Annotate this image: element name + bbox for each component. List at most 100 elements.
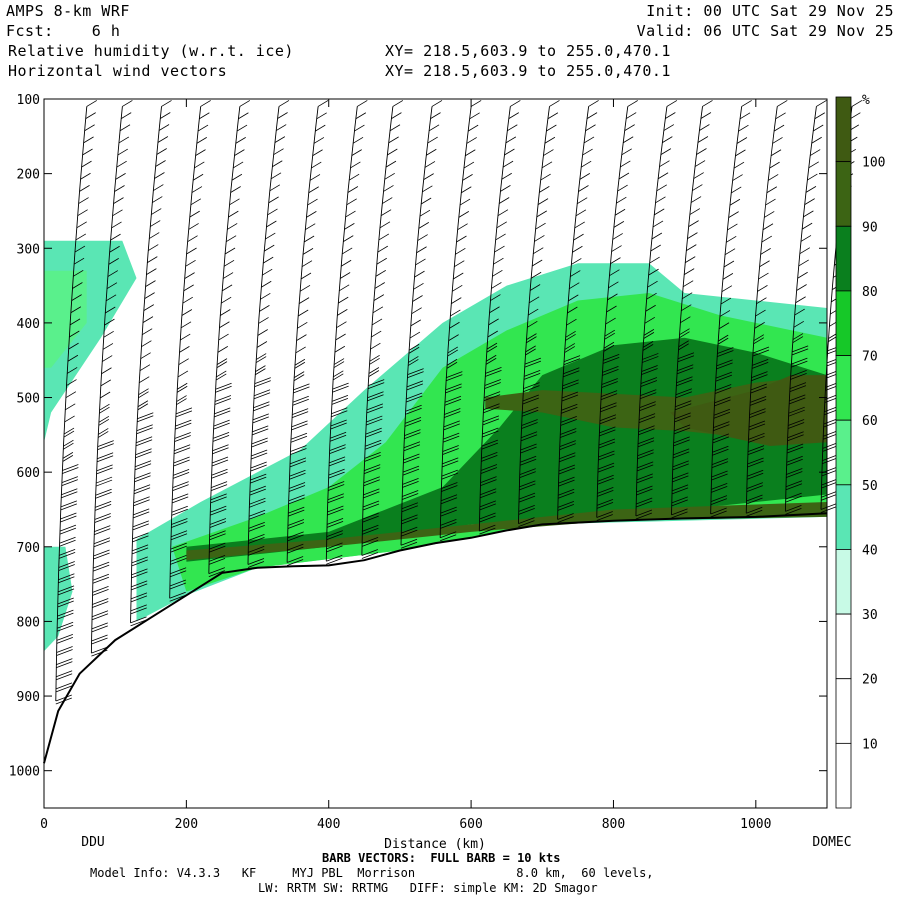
barb-flag (456, 235, 467, 243)
colorbar-swatch (835, 484, 852, 550)
barb-flag (692, 184, 703, 191)
barb-flag (219, 321, 230, 329)
barb-flag (274, 136, 286, 143)
barb-flag (170, 555, 187, 562)
barb-flag (357, 100, 368, 107)
barb-flag (558, 479, 575, 487)
barb-flag (575, 209, 587, 217)
barb-flag (635, 512, 653, 520)
barb-flag (643, 332, 655, 339)
barb-flag (814, 112, 825, 120)
barb-flag (197, 124, 209, 132)
barb-flag (405, 404, 422, 412)
barb-flag (61, 476, 78, 483)
barb-flag (70, 306, 82, 314)
barb-flag (161, 100, 172, 107)
barb-flag (228, 210, 239, 218)
barb-flag (451, 297, 462, 304)
barb-flag (338, 296, 349, 304)
barb-flag (344, 223, 355, 230)
barb-flag (597, 462, 615, 470)
barb-flag (447, 346, 459, 354)
barb-flag (723, 260, 735, 268)
y-tick-label: 1000 (9, 765, 40, 780)
barb-flag (482, 415, 500, 423)
barb-column-0 (55, 100, 98, 705)
barb-flag (340, 259, 352, 267)
barb-flag (137, 412, 154, 420)
barb-flag (289, 472, 306, 480)
barb-flag (773, 124, 785, 132)
barb-flag (671, 484, 689, 492)
barb-flag (672, 472, 689, 480)
barb-flag (683, 268, 695, 275)
barb-flag (135, 436, 153, 444)
barb-flag (411, 307, 422, 315)
barb-flag (105, 294, 117, 302)
barb-flag (97, 443, 114, 450)
barb-flag (296, 334, 307, 341)
barb-flag (101, 355, 113, 362)
barb-flag (491, 282, 502, 289)
barb-flag (313, 137, 325, 144)
barb-flag (189, 210, 200, 218)
barb-flag (681, 304, 692, 312)
barb-flag (403, 453, 420, 461)
barb-flag (640, 392, 657, 399)
barb-flag (453, 272, 464, 280)
barb-flag (294, 358, 306, 366)
barb-flag (674, 415, 691, 423)
barb-flag (331, 395, 349, 402)
barb-flag (59, 536, 76, 544)
barb-flag (677, 364, 694, 372)
barb-flag (676, 379, 693, 387)
barb-flag (273, 148, 284, 156)
barb-flag (176, 398, 187, 405)
barb-flag (788, 409, 805, 417)
barb-flag (639, 404, 656, 411)
barb-flag (403, 441, 421, 449)
barb-flag (528, 296, 540, 304)
barb-flag (222, 272, 234, 279)
barb-flag (789, 394, 806, 402)
barb-flag (682, 280, 694, 288)
barb-flag (253, 401, 270, 409)
barb-flag (659, 160, 670, 168)
barb-flag (804, 198, 815, 205)
barb-flag (258, 317, 269, 324)
barb-flag (765, 198, 776, 206)
barb-flag (365, 439, 382, 447)
barb-flag (675, 388, 693, 396)
barb-flag (216, 370, 227, 378)
barb-flag (417, 234, 428, 241)
barb-flag (338, 284, 350, 292)
barb-flag (440, 494, 458, 502)
barb-flag (255, 353, 267, 360)
xy-range-1: XY= 218.5,603.9 to 255.0,470.1 (385, 42, 671, 60)
barb-flag (375, 270, 386, 277)
barb-flag (785, 507, 802, 515)
barb-flag (98, 415, 110, 423)
barb-flag (212, 444, 229, 452)
barb-flag (583, 136, 595, 144)
barb-flag (57, 609, 74, 617)
barb-flag (346, 198, 357, 206)
barb-flag (406, 392, 423, 400)
barb-flag (679, 328, 690, 336)
barb-flag (811, 136, 822, 144)
barb-flag (151, 208, 162, 215)
barb-flag (81, 160, 92, 168)
barb-flag (326, 554, 343, 562)
barb-flag (599, 429, 616, 437)
barb-flag (805, 186, 817, 193)
barb-flag (528, 308, 539, 316)
barb-flag (444, 398, 462, 406)
barb-flag (401, 505, 418, 513)
barb-flag (480, 491, 497, 499)
colorbar-swatch (835, 613, 852, 680)
barb-flag (479, 503, 496, 511)
barb-flag (59, 527, 77, 535)
barb-flag (600, 405, 617, 413)
barb-flag (799, 247, 811, 255)
barb-staff (90, 106, 123, 654)
